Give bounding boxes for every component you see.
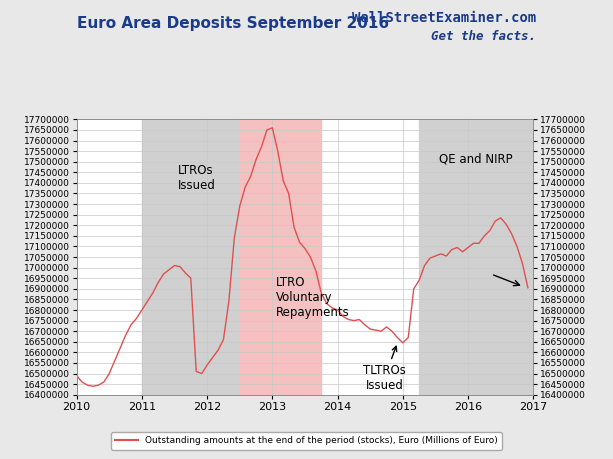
Bar: [142, 119, 240, 395]
Text: Euro Area Deposits September 2016: Euro Area Deposits September 2016: [77, 16, 389, 31]
Text: Get the facts.: Get the facts.: [432, 30, 536, 43]
Legend: Outstanding amounts at the end of the period (stocks), Euro (Millions of Euro): Outstanding amounts at the end of the pe…: [111, 432, 502, 450]
Text: LTROs
Issued: LTROs Issued: [178, 164, 216, 192]
Bar: [419, 119, 533, 395]
Text: QE and NIRP: QE and NIRP: [439, 152, 512, 165]
Text: TLTROs
Issued: TLTROs Issued: [363, 346, 406, 392]
Text: LTRO
Voluntary
Repayments: LTRO Voluntary Repayments: [276, 276, 349, 319]
Text: WallStreetExaminer.com: WallStreetExaminer.com: [352, 11, 536, 26]
Bar: [240, 119, 321, 395]
